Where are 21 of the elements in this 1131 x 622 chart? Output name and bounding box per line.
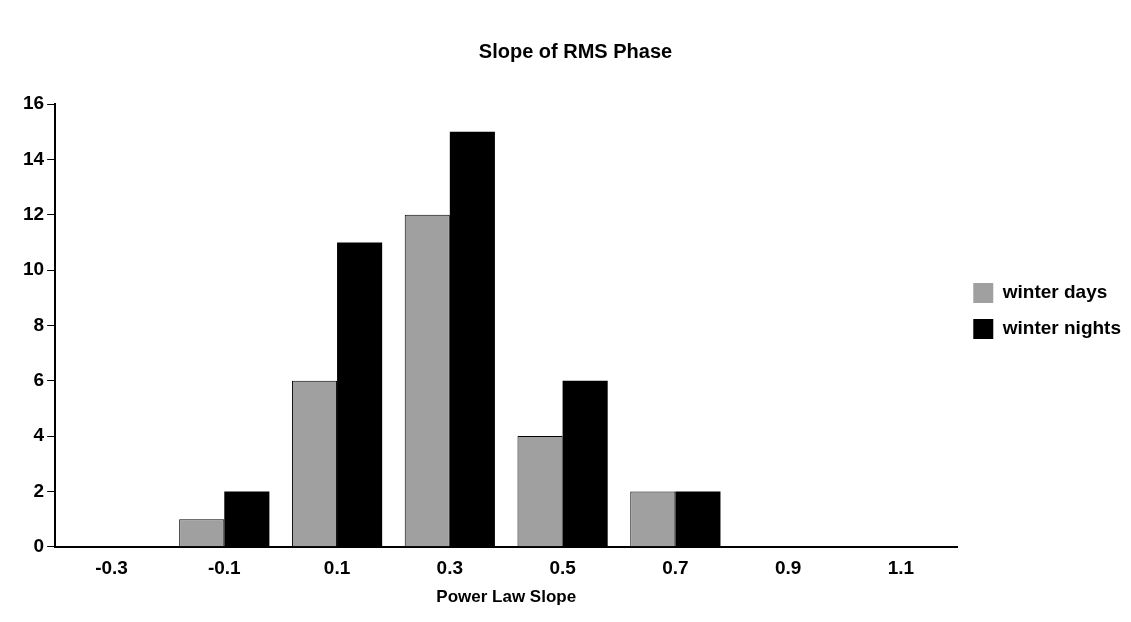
x-tick-label: 0.5 [549,557,577,579]
y-tick-label: 10 [22,258,45,280]
x-tick-label: 1.1 [887,557,915,579]
y-tick-label: 12 [22,202,45,224]
y-tick-label: 0 [33,535,45,557]
y-tick-label: 8 [33,313,45,335]
legend-label: winter nights [1001,317,1122,339]
legend-label: winter days [1001,281,1108,303]
x-tick-label: 0.1 [323,557,351,579]
x-tick-label: 0.3 [436,557,464,579]
x-tick-label: -0.1 [207,557,242,579]
y-tick-label: 14 [22,147,45,169]
x-tick-label: 0.9 [774,557,802,579]
x-tick-label: 0.7 [662,557,689,579]
x-axis-title: Power Law Slope [436,587,577,607]
y-tick-label: 2 [33,479,45,501]
x-tick-label: -0.3 [95,557,128,579]
chart-title: Slope of RMS Phase [478,39,673,62]
y-tick-label: 16 [22,92,45,114]
y-tick-label: 4 [33,424,45,446]
y-tick-label: 6 [33,368,45,390]
